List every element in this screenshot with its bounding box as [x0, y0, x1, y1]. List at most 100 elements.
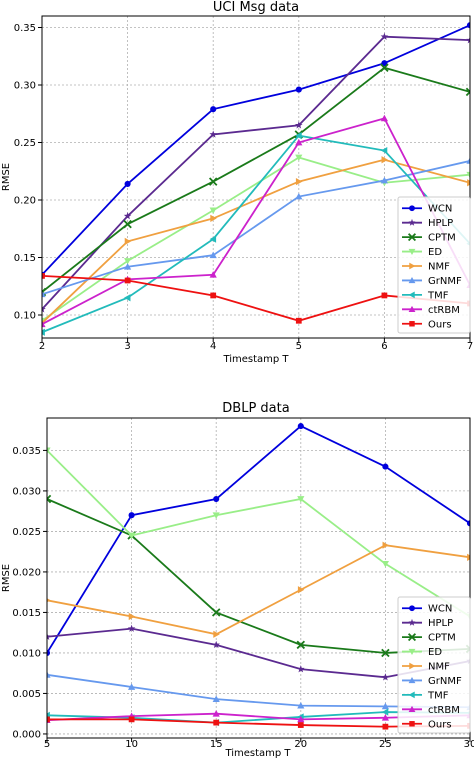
x-tick-label: 20: [294, 739, 307, 750]
legend-entry-grnmf: GrNMF: [402, 676, 462, 687]
data-point-grnmf: [466, 157, 470, 164]
legend-label: ctRBM: [428, 305, 460, 316]
legend-marker: [408, 291, 415, 299]
data-point-tmf: [380, 146, 388, 155]
data-point-tmf: [381, 708, 389, 716]
series-line-nmf: [42, 158, 470, 324]
y-axis-label: RMSE: [1, 564, 12, 592]
y-tick-label: 0.30: [14, 81, 36, 92]
chart-uci-msg: UCI Msg data 2 3 4 5 6 7 0.10 0.15 0.20 0.25 0.30 0…: [1, 0, 473, 365]
x-tick-label: 6: [381, 341, 387, 352]
data-point-ours: [124, 277, 131, 284]
y-tick-label: 0.15: [14, 253, 36, 264]
legend-label: GrNMF: [428, 276, 462, 287]
legend-marker: [408, 248, 416, 255]
data-point-ours: [213, 719, 220, 726]
x-axis-label: Timestamp T: [224, 748, 291, 759]
y-tick-label: 0.20: [14, 196, 36, 207]
x-tick-label: 7: [467, 341, 473, 352]
data-point-ed: [128, 532, 136, 540]
data-point-hplp: [209, 130, 217, 138]
data-point-nmf: [382, 541, 389, 549]
legend-entry-cptm: CPTM: [402, 233, 456, 244]
data-point-wcn: [124, 180, 131, 187]
x-tick-label: 4: [210, 341, 216, 352]
data-point-grnmf: [128, 683, 136, 690]
data-point-wcn: [297, 423, 304, 430]
ticks: 2 3 4 5 6 7 0.10 0.15 0.20 0.25 0.30 0.35: [14, 23, 473, 352]
data-point-cptm: [381, 648, 390, 658]
data-point-hplp: [47, 632, 51, 640]
data-point-hplp: [295, 121, 303, 129]
legend-marker: [409, 605, 415, 612]
data-point-grnmf: [295, 192, 303, 200]
legend-entry-ctrbm: ctRBM: [402, 705, 460, 716]
y-tick-label: 0.020: [12, 567, 41, 578]
data-point-ed: [47, 447, 51, 455]
x-tick-label: 10: [125, 739, 138, 750]
series-line-nmf: [47, 544, 470, 636]
data-point-nmf: [213, 630, 220, 638]
legend-entry-ed: ED: [402, 647, 442, 658]
x-tick-label: 5: [44, 739, 50, 750]
series-line-wcn: [42, 24, 470, 276]
series-nmf: [47, 541, 470, 638]
data-point-hplp: [123, 212, 132, 220]
legend-marker: [408, 705, 416, 713]
data-point-wcn: [466, 520, 470, 527]
data-point-nmf: [47, 598, 51, 603]
data-point-grnmf: [47, 671, 51, 678]
data-point-ed: [466, 171, 470, 179]
y-tick-label: 0.005: [12, 689, 41, 700]
legend-label: Ours: [428, 719, 452, 730]
data-point-ctrbm: [209, 271, 217, 278]
data-point-nmf: [295, 178, 303, 186]
y-tick-label: 0.35: [14, 23, 36, 34]
data-point-grnmf: [124, 263, 132, 270]
x-axis-label: Timestamp T: [222, 354, 289, 365]
legend-marker: [408, 305, 416, 313]
data-point-hplp: [297, 665, 305, 673]
data-point-nmf: [124, 237, 132, 245]
legend-entry-ed: ED: [402, 247, 442, 258]
chart-title: DBLP data: [222, 401, 289, 416]
legend-label: ED: [428, 247, 442, 258]
data-point-wcn: [381, 60, 388, 67]
x-tick-label: 15: [210, 739, 223, 750]
y-tick-label: 0.030: [12, 486, 41, 497]
legend-box: [397, 196, 471, 334]
legend-entry-tmf: TMF: [402, 690, 449, 701]
legend-label: CPTM: [428, 633, 456, 644]
legend-marker: [408, 648, 416, 655]
data-point-ctrbm: [381, 714, 389, 721]
legend-marker: [407, 233, 417, 242]
data-point-ctrbm: [295, 138, 303, 146]
legend-marker: [407, 633, 417, 642]
data-point-wcn: [295, 86, 302, 93]
y-tick-label: 0.000: [12, 729, 41, 740]
series-tmf: [42, 132, 470, 336]
data-point-cptm: [296, 640, 306, 650]
legend-marker: [408, 677, 416, 684]
legend-marker: [409, 205, 415, 212]
data-point-cptm: [208, 177, 218, 186]
legend-label: TMF: [427, 690, 449, 701]
data-point-ours: [295, 317, 302, 324]
data-point-ed: [124, 258, 132, 265]
data-point-tmf: [42, 328, 45, 336]
y-tick-label: 0.010: [12, 648, 41, 659]
data-point-cptm: [47, 494, 52, 504]
data-point-tmf: [209, 235, 217, 243]
legend-entry-tmf: TMF: [402, 290, 449, 301]
legend-label: ED: [428, 647, 442, 658]
data-point-ctrbm: [380, 114, 388, 122]
series-nmf: [42, 156, 470, 326]
data-point-wcn: [128, 512, 135, 519]
data-point-nmf: [467, 553, 470, 561]
legend-label: ctRBM: [428, 705, 460, 716]
data-point-hplp: [466, 36, 470, 44]
data-point-ours: [297, 722, 304, 728]
y-tick-label: 0.015: [12, 608, 41, 619]
chart-title: UCI Msg data: [213, 0, 299, 15]
